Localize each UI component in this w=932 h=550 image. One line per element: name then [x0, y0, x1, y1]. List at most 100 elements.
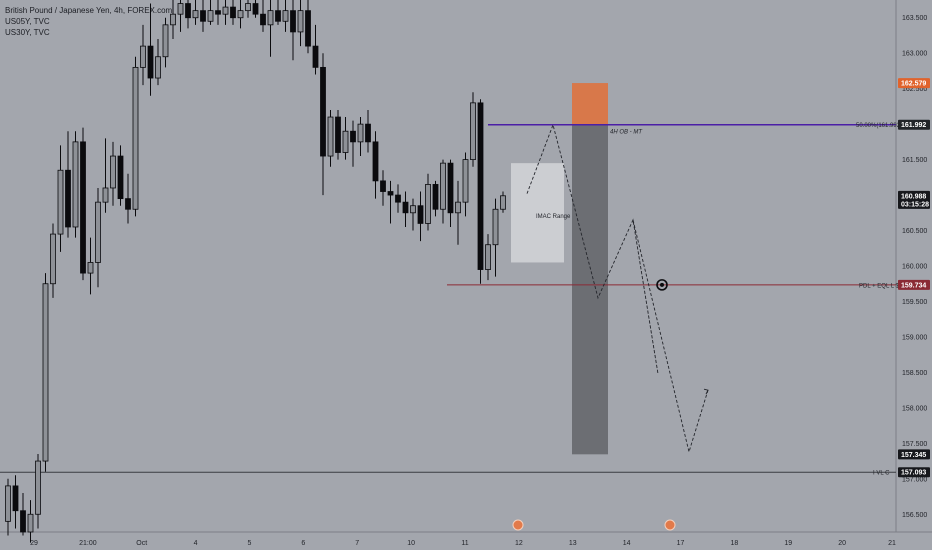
- candle-bull: [485, 244, 491, 270]
- legend-symbol[interactable]: British Pound / Japanese Yen, 4h, FOREX.…: [5, 6, 173, 15]
- candle-bull: [102, 187, 109, 203]
- pdl-eql-label: PDL + EQL L $: [859, 283, 900, 289]
- ivl-c-label: I VL C: [873, 471, 890, 477]
- projection-arrowhead: [703, 388, 709, 395]
- candle-bear: [320, 66, 326, 157]
- candle-bull: [237, 10, 244, 19]
- candle-bull: [87, 262, 94, 274]
- price-tick-label: 159.000: [902, 334, 927, 341]
- candle-bull: [155, 56, 161, 79]
- target-marker-icon[interactable]: [656, 279, 668, 291]
- candle-bear: [372, 141, 379, 182]
- candle-bull: [282, 10, 289, 22]
- price-tick-label: 163.500: [902, 15, 927, 22]
- candle-bear: [380, 180, 386, 192]
- time-tick-label: 21: [888, 540, 896, 547]
- countdown-label: 03:15:28: [901, 201, 929, 208]
- candle-bull: [192, 10, 199, 19]
- candle-bear: [417, 205, 424, 224]
- time-tick-label: 11: [461, 540, 468, 547]
- legend-overlay-us30y[interactable]: US30Y, TVC: [5, 28, 50, 37]
- price-tag-161.992[interactable]: [898, 119, 930, 130]
- price-tag-label: 160.988: [901, 193, 926, 200]
- event-flag-icon[interactable]: [512, 519, 524, 531]
- time-tick-label: 10: [407, 540, 415, 547]
- candle-bear: [402, 201, 409, 214]
- price-tick-label: 157.500: [902, 441, 927, 448]
- price-tag-label: 157.345: [901, 452, 926, 459]
- legend-overlay-us05y[interactable]: US05Y, TVC: [5, 17, 50, 26]
- imac-range-box[interactable]: [511, 163, 564, 263]
- candle-bear: [200, 10, 206, 22]
- candle-bull: [170, 13, 176, 26]
- time-tick-label: 7: [355, 540, 359, 547]
- candle-bull: [140, 45, 146, 68]
- candle-bear: [125, 198, 131, 210]
- candle-bull: [357, 123, 364, 143]
- price-tick-label: 161.500: [902, 157, 927, 164]
- candle-bear: [395, 194, 401, 203]
- price-axis[interactable]: 163.500163.000162.500162.000161.500161.0…: [898, 15, 930, 519]
- candle-bear: [275, 10, 281, 22]
- candle-bull: [177, 3, 184, 15]
- candle-bear: [215, 10, 221, 15]
- price-tag-label: 161.992: [901, 122, 926, 129]
- candle-bull: [425, 184, 431, 224]
- projection-layer: [526, 123, 709, 454]
- price-tag-157.345[interactable]: [898, 449, 930, 460]
- candle-bull: [5, 485, 11, 522]
- candle-bull: [27, 513, 34, 533]
- price-tag-157.093[interactable]: [898, 467, 930, 478]
- price-tag-label: 162.579: [901, 81, 926, 88]
- candle-bull: [207, 10, 214, 22]
- chart-legend: British Pound / Japanese Yen, 4h, FOREX.…: [5, 5, 172, 38]
- price-tag-160.988[interactable]: [898, 190, 930, 209]
- candle-bear: [290, 10, 296, 33]
- candle-bear: [260, 13, 266, 26]
- candle-bull: [462, 159, 469, 203]
- zone-layer: IMAC Range: [511, 83, 608, 455]
- candle-bear: [230, 6, 236, 19]
- time-tick-label: 5: [248, 540, 252, 547]
- candle-bear: [305, 10, 311, 47]
- candle-bull: [440, 162, 446, 210]
- price-tick-label: 159.500: [902, 299, 927, 306]
- candle-bull: [222, 6, 229, 15]
- target-range-box[interactable]: [572, 124, 608, 455]
- time-tick-label: 18: [730, 540, 738, 547]
- candle-bear: [117, 155, 124, 200]
- candle-bull: [72, 141, 79, 228]
- candle-bull: [162, 24, 169, 58]
- time-tick-label: Oct: [136, 540, 147, 547]
- price-tick-label: 160.500: [902, 228, 927, 235]
- time-tick-label: 4: [194, 540, 198, 547]
- price-tag-162.579[interactable]: [898, 78, 930, 89]
- event-flag-icon[interactable]: [664, 519, 676, 531]
- candle-bull: [500, 195, 506, 210]
- candle-bull: [410, 205, 416, 214]
- candle-bear: [312, 45, 319, 68]
- price-tick-label: 157.000: [902, 476, 927, 483]
- projection-path: [526, 123, 709, 454]
- candle-bear: [185, 3, 191, 19]
- candle-bear: [80, 141, 86, 274]
- time-tick-label: 13: [569, 540, 577, 547]
- candle-bull: [245, 3, 251, 12]
- candle-bull: [455, 201, 461, 214]
- supply-zone-box[interactable]: [572, 83, 608, 125]
- time-tick-label: 29: [30, 540, 38, 547]
- time-tick-label: 21:00: [79, 540, 97, 547]
- candle-bull: [95, 201, 101, 263]
- time-tick-label: 6: [301, 540, 305, 547]
- price-tag-159.734[interactable]: [898, 279, 930, 290]
- time-tick-label: 20: [838, 540, 846, 547]
- candle-bear: [20, 510, 26, 533]
- time-tick-label: 14: [623, 540, 631, 547]
- candles-layer: [5, 0, 506, 543]
- time-tick-label: 19: [784, 540, 792, 547]
- time-tick-label: 12: [515, 540, 523, 547]
- time-axis[interactable]: 29 21:00 Oct 4 5 6 7 10 11 12 13 14 17 18 19 20 21: [30, 519, 896, 547]
- price-tick-label: 158.000: [902, 405, 927, 412]
- levels-layer: 50.00%(161.992) 4H OB - MT PDL + EQL L $ I …: [0, 123, 902, 477]
